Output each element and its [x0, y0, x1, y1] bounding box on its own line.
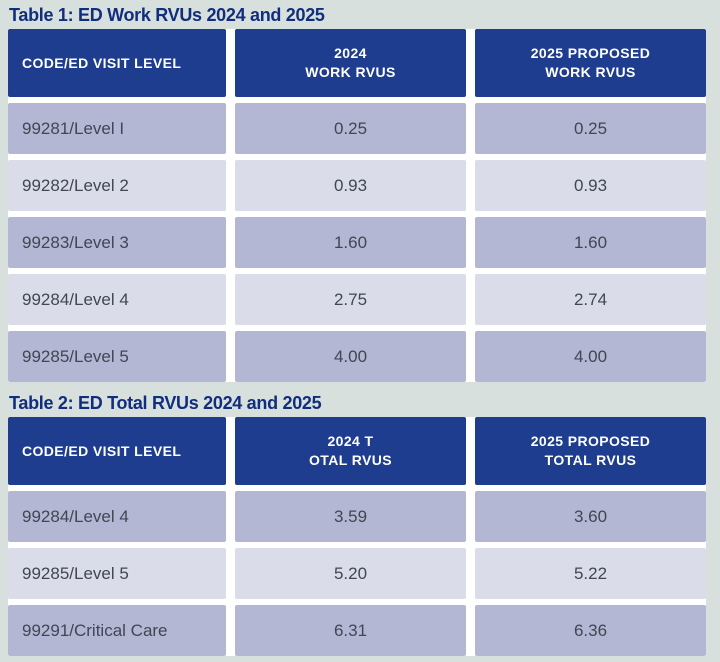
value-cell: 6.36	[475, 605, 706, 656]
table2-header-code: CODE/ED VISIT LEVEL	[8, 417, 226, 485]
value-cell: 1.60	[475, 217, 706, 268]
header-line: WORK RVUS	[545, 64, 636, 80]
table1: CODE/ED VISIT LEVEL 2024 WORK RVUS 2025 P…	[8, 29, 706, 382]
value-cell: 4.00	[475, 331, 706, 382]
table1-block: Table 1: ED Work RVUs 2024 and 2025 CODE…	[8, 4, 720, 382]
value-cell: 2.74	[475, 274, 706, 325]
header-line: TOTAL RVUS	[544, 452, 637, 468]
value-cell: 3.59	[235, 491, 466, 542]
value-cell: 4.00	[235, 331, 466, 382]
table2-title: Table 2: ED Total RVUs 2024 and 2025	[9, 393, 322, 413]
header-line: 2024	[334, 45, 367, 61]
value-cell: 0.93	[475, 160, 706, 211]
header-line: 2024 T	[327, 433, 374, 449]
table1-title: Table 1: ED Work RVUs 2024 and 2025	[9, 5, 325, 25]
header-line: 2025 PROPOSED	[530, 45, 651, 61]
table2-header-2025: 2025 PROPOSED TOTAL RVUS	[475, 417, 706, 485]
row-label: 99284/Level 4	[8, 491, 226, 542]
row-label: 99285/Level 5	[8, 548, 226, 599]
table1-header-2024: 2024 WORK RVUS	[235, 29, 466, 97]
value-cell: 0.25	[235, 103, 466, 154]
row-label: 99283/Level 3	[8, 217, 226, 268]
header-line: CODE/ED VISIT LEVEL	[22, 54, 182, 71]
table1-header-code: CODE/ED VISIT LEVEL	[8, 29, 226, 97]
row-label: 99285/Level 5	[8, 331, 226, 382]
row-label: 99284/Level 4	[8, 274, 226, 325]
table2-header-2024: 2024 T OTAL RVUS	[235, 417, 466, 485]
value-cell: 0.25	[475, 103, 706, 154]
value-cell: 5.22	[475, 548, 706, 599]
value-cell: 3.60	[475, 491, 706, 542]
row-label: 99291/Critical Care	[8, 605, 226, 656]
header-line: CODE/ED VISIT LEVEL	[22, 442, 182, 459]
table1-header-2025: 2025 PROPOSED WORK RVUS	[475, 29, 706, 97]
value-cell: 6.31	[235, 605, 466, 656]
value-cell: 2.75	[235, 274, 466, 325]
value-cell: 5.20	[235, 548, 466, 599]
table2: CODE/ED VISIT LEVEL 2024 T OTAL RVUS 2025…	[8, 417, 706, 656]
row-label: 99281/Level I	[8, 103, 226, 154]
value-cell: 1.60	[235, 217, 466, 268]
header-line: 2025 PROPOSED	[530, 433, 651, 449]
row-label: 99282/Level 2	[8, 160, 226, 211]
header-line: WORK RVUS	[305, 64, 396, 80]
header-line: OTAL RVUS	[309, 452, 392, 468]
value-cell: 0.93	[235, 160, 466, 211]
page: Table 1: ED Work RVUs 2024 and 2025 CODE…	[8, 4, 720, 656]
table2-block: Table 2: ED Total RVUs 2024 and 2025 COD…	[8, 392, 720, 656]
